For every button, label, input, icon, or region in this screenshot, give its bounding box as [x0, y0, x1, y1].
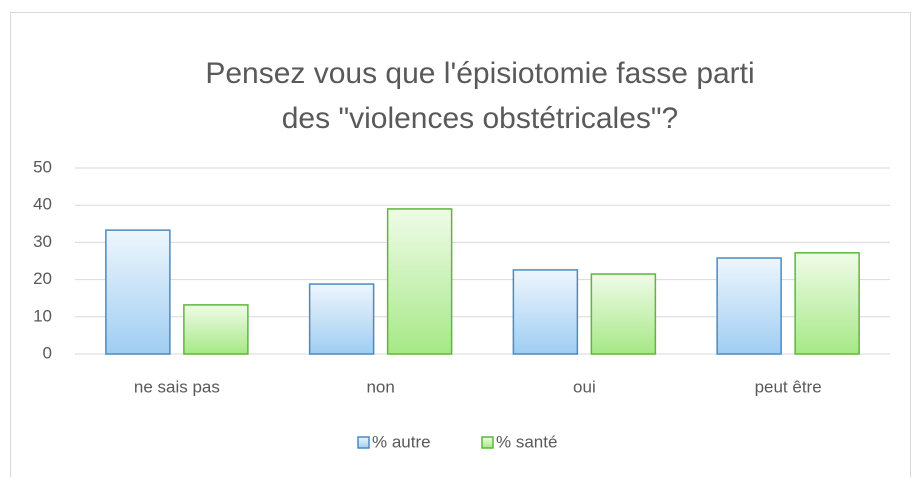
legend-swatch — [357, 436, 370, 449]
y-tick-label: 10 — [33, 306, 52, 325]
bar — [386, 208, 453, 355]
bar — [794, 252, 860, 355]
y-tick-label: 30 — [33, 232, 52, 251]
y-tick-label: 40 — [33, 195, 52, 214]
x-tick-label: non — [366, 377, 394, 396]
y-tick-label: 20 — [33, 269, 52, 288]
bar — [512, 269, 579, 355]
y-tick-label: 50 — [33, 157, 52, 176]
bar — [590, 273, 657, 355]
legend-swatch — [481, 436, 494, 449]
x-tick-label: ne sais pas — [134, 377, 220, 396]
bar — [308, 283, 375, 355]
chart-title: des "violences obstétricales"? — [282, 102, 679, 135]
legend-label: % santé — [496, 432, 557, 451]
bar — [105, 229, 171, 355]
x-tick-label: oui — [573, 377, 596, 396]
x-tick-label: peut être — [755, 377, 822, 396]
legend-label: % autre — [372, 432, 431, 451]
bar — [716, 257, 782, 355]
y-tick-label: 0 — [43, 343, 52, 362]
bar — [183, 304, 249, 355]
chart-title: Pensez vous que l'épisiotomie fasse part… — [205, 57, 754, 90]
